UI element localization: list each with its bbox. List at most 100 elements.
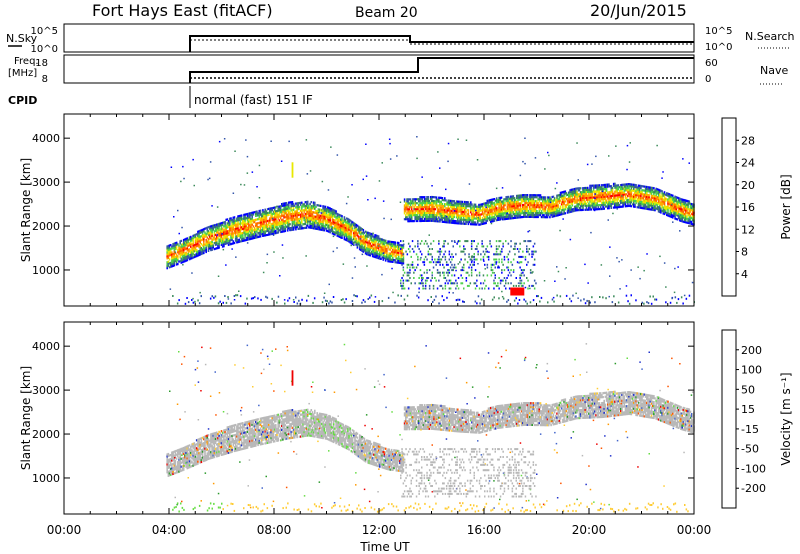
echo-cell [692,211,694,214]
echo-cell [350,240,353,243]
echo-cell [604,201,607,204]
echo-cell [503,208,505,211]
echo-cell [379,237,381,240]
echo-cell [266,227,269,230]
echo-cell [650,200,653,203]
echo-cell [237,239,239,242]
echo-cell [402,244,405,247]
echo-cell [453,214,455,217]
echo-cell [435,200,438,203]
echo-cell [649,186,652,189]
echo-cell [270,207,272,210]
echo-cell [653,195,655,198]
echo-cell [190,245,192,248]
echo-cell [238,228,240,231]
echo-cell [323,213,326,216]
echo-cell [220,239,223,243]
echo-cell [178,248,180,251]
echo-cell [409,214,412,217]
echo-cell [563,190,565,193]
echo-cell [182,264,184,266]
echo-cell [673,207,675,210]
echo-cell [497,201,499,204]
echo-cell [324,223,327,226]
echo-cell [327,226,329,229]
echo-cell [166,267,168,270]
echo-cell [428,234,430,236]
echo-cell [204,235,206,238]
echo-cell [556,194,558,197]
echo-cell [490,200,492,204]
echo-cell [381,162,383,164]
echo-cell [185,251,187,254]
echo-cell [191,243,193,246]
echo-cell [440,210,442,213]
echo-cell [301,211,303,214]
echo-cell [251,171,254,173]
echo-cell [492,218,494,221]
echo-cell [499,210,502,213]
echo-cell [621,205,623,208]
echo-cell [466,205,468,208]
echo-cell [367,233,369,236]
echo-cell [166,251,168,254]
echo-cell [513,214,516,218]
echo-cell [558,209,561,212]
echo-cell [525,207,528,210]
echo-cell [590,200,592,203]
echo-cell [473,203,476,206]
echo-cell [434,202,437,205]
echo-cell [341,230,343,234]
echo-cell [672,194,674,197]
echo-cell [468,215,471,218]
echo-cell [453,212,455,215]
echo-cell [576,199,578,202]
echo-cell [448,215,451,218]
echo-cell [442,214,445,218]
echo-cell [303,217,305,219]
echo-cell [546,212,549,215]
echo-cell [475,209,477,212]
echo-cell [614,182,616,185]
echo-cell [288,140,290,143]
echo-cell [453,208,455,211]
echo-cell [490,212,492,215]
echo-cell [473,221,476,224]
echo-cell [184,238,186,241]
echo-cell [570,206,572,209]
echo-cell [290,207,292,210]
echo-cell [669,215,672,218]
echo-cell [592,208,595,211]
echo-cell [643,205,646,208]
echo-cell [173,216,175,218]
echo-cell [279,217,282,220]
echo-cell [393,259,395,262]
echo-cell [602,192,604,195]
echo-cell [236,235,238,238]
echo-cell [687,204,689,207]
echo-cell [363,231,366,234]
echo-cell [275,222,277,225]
echo-cell [442,212,445,216]
echo-cell [283,204,285,207]
echo-cell [459,208,461,211]
echo-cell [299,209,302,212]
echo-cell [252,233,255,236]
echo-cell [238,222,240,226]
echo-cell [670,215,673,219]
echo-cell [310,226,313,229]
echo-cell [437,151,439,153]
echo-cell [386,251,388,255]
echo-cell [305,224,308,227]
echo-cell [345,233,348,236]
echo-cell [527,203,530,207]
echo-cell [175,263,178,266]
echo-cell [340,222,342,225]
echo-cell [472,205,474,208]
echo-cell [382,242,385,245]
echo-cell [187,254,190,257]
echo-cell [497,208,499,212]
echo-cell [233,220,236,223]
echo-cell [371,253,374,256]
echo-cell [461,200,464,203]
